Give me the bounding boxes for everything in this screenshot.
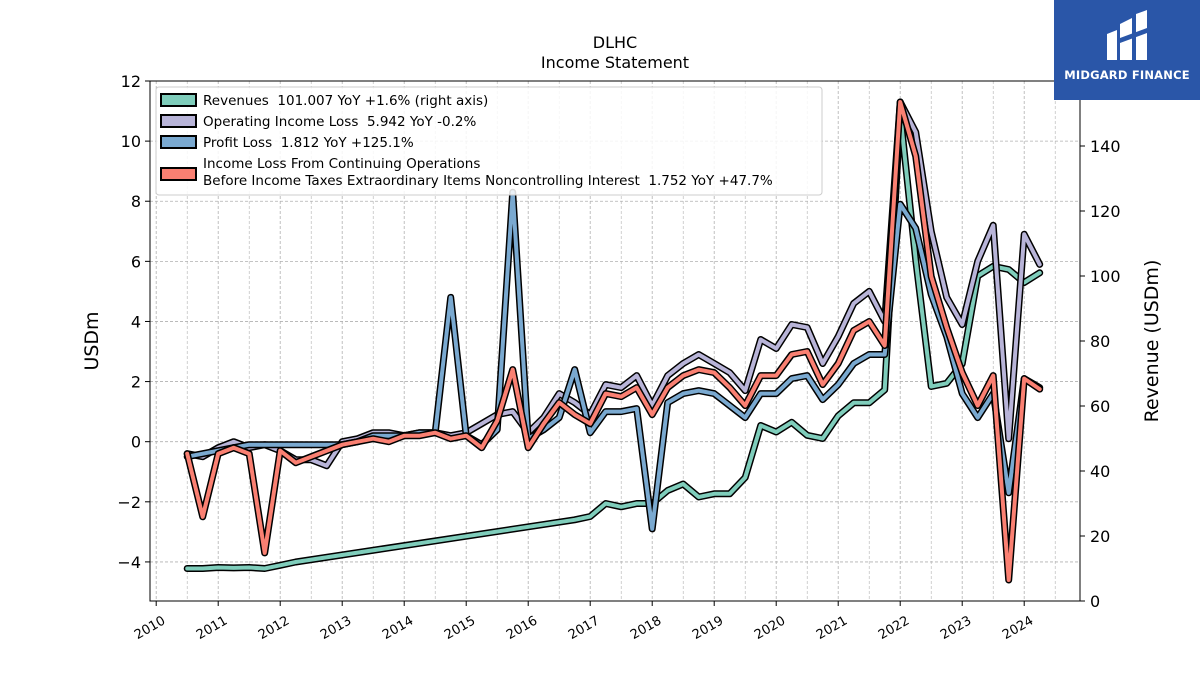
legend-label-income-loss-line2: Before Income Taxes Extraordinary Items … [203, 173, 773, 189]
logo-mark-icon [1107, 10, 1147, 60]
y-right-tick-label: 80 [1090, 332, 1110, 351]
logo-text: MIDGARD FINANCE [1064, 68, 1190, 82]
y-axis-right-label: Revenue (USDm) [1141, 260, 1163, 423]
series-line-3 [185, 100, 1042, 582]
chart-subtitle: Income Statement [541, 53, 689, 72]
legend-swatch-operating-income [160, 114, 197, 128]
y-right-tick-label: 100 [1090, 267, 1121, 286]
x-tick-label: 2013 [318, 613, 354, 643]
legend-label-revenues: Revenues 101.007 YoY +1.6% (right axis) [203, 93, 488, 109]
legend-box [155, 86, 823, 196]
y-tick-label: 0 [131, 433, 141, 452]
y-tick-label: −2 [117, 493, 141, 512]
y-tick-label: 10 [121, 132, 141, 151]
y-tick-label: 4 [131, 312, 141, 331]
y-tick-label: 12 [121, 72, 141, 91]
x-tick-label: 2024 [1000, 613, 1036, 643]
y-tick-label: 2 [131, 373, 141, 392]
legend-label-profit-loss: Profit Loss 1.812 YoY +125.1% [203, 135, 414, 151]
legend-label-income-loss-line1: Income Loss From Continuing Operations [203, 156, 480, 172]
x-tick-label: 2012 [256, 613, 292, 643]
x-tick-label: 2020 [752, 613, 788, 643]
legend-item-revenues: Revenues 101.007 YoY +1.6% (right axis) [160, 93, 488, 109]
series-line-0 [185, 111, 1042, 571]
legend-item-income-loss: Income Loss From Continuing Operations B… [160, 156, 773, 189]
x-tick-label: 2014 [380, 613, 416, 643]
x-tick-label: 2010 [132, 613, 168, 643]
chart-title: DLHC [593, 33, 637, 52]
y-tick-label: 6 [131, 252, 141, 271]
x-tick-label: 2018 [628, 613, 664, 643]
x-tick-label: 2022 [876, 613, 912, 643]
legend-swatch-profit-loss [160, 135, 197, 149]
x-tick-label: 2023 [938, 613, 974, 643]
y-right-tick-label: 120 [1090, 202, 1121, 221]
x-tick-label: 2017 [566, 613, 602, 643]
y-tick-label: −4 [117, 553, 141, 572]
legend: Revenues 101.007 YoY +1.6% (right axis) … [155, 86, 823, 196]
legend-item-operating-income: Operating Income Loss 5.942 YoY -0.2% [160, 114, 476, 130]
x-tick-label: 2019 [690, 613, 726, 643]
series-layer [183, 98, 1044, 584]
y-right-tick-label: 20 [1090, 527, 1110, 546]
y-right-tick-label: 140 [1090, 137, 1121, 156]
x-tick-label: 2015 [442, 613, 478, 643]
series-line-2 [185, 190, 1042, 531]
y-right-tick-label: 40 [1090, 462, 1110, 481]
y-right-tick-label: 0 [1090, 592, 1100, 611]
legend-swatch-revenues [160, 93, 197, 107]
legend-swatch-income-loss [160, 167, 197, 181]
x-tick-label: 2016 [504, 613, 540, 643]
brand-logo: MIDGARD FINANCE [1054, 0, 1200, 100]
legend-item-profit-loss: Profit Loss 1.812 YoY +125.1% [160, 135, 414, 151]
x-tick-label: 2011 [194, 613, 230, 643]
y-tick-label: 8 [131, 192, 141, 211]
y-right-tick-label: 60 [1090, 397, 1110, 416]
y-axis-label: USDm [81, 311, 103, 370]
legend-label-operating-income: Operating Income Loss 5.942 YoY -0.2% [203, 114, 476, 130]
x-tick-label: 2021 [814, 613, 850, 643]
